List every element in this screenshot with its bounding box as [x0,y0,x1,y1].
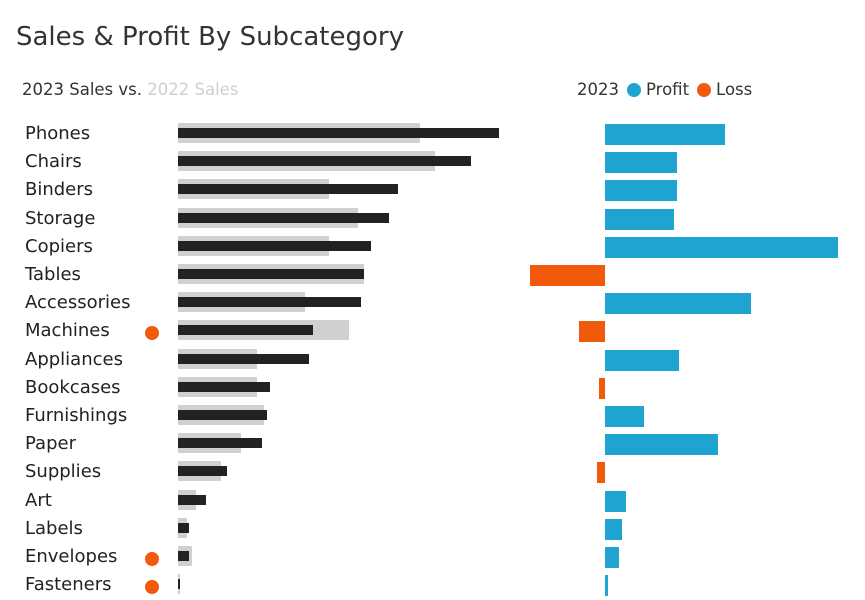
category-label: Appliances [25,348,123,370]
chart-row: Envelopes [0,544,865,572]
chart-row: Bookcases [0,375,865,403]
category-label: Bookcases [25,376,121,398]
chart-row: Phones [0,121,865,149]
category-label: Art [25,489,52,511]
sales-2023-bar [178,466,227,477]
profit-bar [605,490,627,512]
category-label: Storage [25,207,96,229]
chart-row: Chairs [0,149,865,177]
loss-flag-dot-icon [145,580,159,595]
sales-2023-bar [178,353,310,364]
chart-row: Supplies [0,459,865,487]
sales-2023-bar [178,494,206,505]
sales-2023-bar [178,325,313,336]
sales-2023-bar [178,212,389,223]
chart-row: Copiers [0,234,865,262]
profit-bar [605,124,726,145]
chart-row: Labels [0,516,865,544]
sales-legend-previous: 2022 Sales [147,80,239,99]
category-label: Supplies [25,461,102,483]
category-label: Chairs [25,151,82,173]
loss-bar [596,462,605,484]
profit-bar [605,518,622,540]
profit-bar [605,236,838,258]
category-label: Furnishings [25,405,128,426]
sales-2023-bar [178,579,181,590]
sales-legend-current: 2023 Sales vs. [22,80,143,99]
sales-2023-bar [178,128,499,138]
profit-bar [605,208,674,230]
profit-bar [605,180,677,202]
sales-2023-bar [178,438,263,449]
profit-legend-year: 2023 [577,80,619,99]
category-label: Phones [25,123,91,144]
loss-legend-dot-icon [697,82,712,97]
chart-row: Binders [0,177,865,205]
category-label: Paper [25,433,76,455]
chart-row: Machines [0,318,865,346]
loss-flag-dot-icon [145,552,159,566]
profit-legend-label: Profit [646,80,690,99]
sales-2023-bar [178,184,399,195]
profit-bar [605,349,679,371]
profit-bar [605,293,752,315]
loss-bar [578,321,605,343]
sales-2023-bar [178,551,189,561]
profit-bar [605,575,608,597]
chart-row: Fasteners [0,572,865,600]
sales-2023-bar [178,297,362,308]
profit-bar [605,434,718,456]
category-label: Binders [25,179,94,201]
category-label: Tables [25,264,81,285]
sales-2023-bar [178,410,267,420]
category-label: Fasteners [25,574,112,596]
category-label: Envelopes [25,546,118,567]
chart-row: Furnishings [0,403,865,431]
loss-legend-label: Loss [716,80,753,99]
sales-2023-bar [178,240,371,251]
sales-legend: 2023 Sales vs. 2022 Sales [22,80,238,99]
loss-flag-dot-icon [145,326,159,341]
chart-row: Art [0,488,865,516]
category-label: Accessories [25,292,131,314]
loss-bar [599,377,605,399]
profit-bar [605,547,619,568]
chart-row: Storage [0,206,865,234]
chart-row: Appliances [0,347,865,375]
chart-row: Accessories [0,290,865,318]
chart-row: Paper [0,431,865,459]
sales-2023-bar [178,156,472,167]
chart-row: Tables [0,262,865,290]
sales-2023-bar [178,381,270,392]
profit-legend: 2023 Profit Loss [577,80,752,99]
profit-bar [605,152,677,174]
category-label: Machines [25,320,110,342]
category-label: Labels [25,517,83,539]
chart-title: Sales & Profit By Subcategory [16,22,404,52]
sales-2023-bar [178,269,365,279]
sales-2023-bar [178,522,189,533]
loss-bar [529,265,605,286]
category-label: Copiers [25,235,93,257]
profit-bar [605,406,645,427]
profit-legend-dot-icon [627,82,641,97]
